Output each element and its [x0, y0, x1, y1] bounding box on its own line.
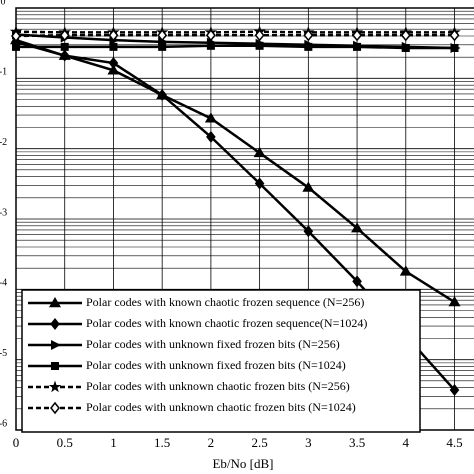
marker	[108, 29, 119, 42]
marker	[12, 42, 20, 51]
marker	[352, 29, 363, 42]
y-tick-label: -2	[0, 137, 7, 148]
marker	[401, 43, 410, 52]
x-tick-label: 1	[110, 435, 117, 450]
marker	[449, 29, 460, 42]
marker	[206, 130, 216, 143]
marker	[107, 64, 120, 75]
marker	[11, 29, 21, 43]
marker	[304, 42, 313, 51]
y-tick-label: -5	[0, 348, 7, 359]
x-tick-label: 2	[208, 435, 215, 450]
legend-label: Polar codes with unknown fixed frozen bi…	[86, 337, 340, 351]
marker	[51, 340, 61, 350]
x-tick-label: 0.5	[57, 435, 73, 450]
legend-label: Polar codes with unknown fixed frozen bi…	[86, 358, 346, 372]
marker	[50, 318, 60, 330]
marker	[303, 29, 314, 42]
marker	[50, 401, 60, 415]
legend: Polar codes with known chaotic frozen se…	[21, 289, 421, 433]
x-tick-label: 3.5	[349, 435, 365, 450]
series-line	[15, 33, 455, 38]
y-tick-label: -1	[0, 67, 7, 78]
legend-label: Polar codes with unknown chaotic frozen …	[86, 400, 356, 414]
marker	[400, 29, 411, 42]
marker	[108, 57, 119, 70]
marker	[109, 42, 118, 51]
marker	[158, 42, 167, 51]
y-tick-label: -4	[0, 278, 7, 289]
marker	[48, 380, 62, 393]
marker	[204, 112, 217, 123]
marker	[157, 88, 167, 101]
x-tick-label: 3	[305, 435, 312, 450]
x-tick-label: 4	[403, 435, 410, 450]
marker	[448, 296, 461, 307]
series-line	[15, 30, 455, 34]
marker	[205, 29, 216, 42]
x-tick-label: 1.5	[154, 435, 170, 450]
marker	[59, 29, 70, 42]
marker	[254, 29, 265, 42]
marker	[302, 181, 315, 192]
x-tick-label: 4.5	[446, 435, 462, 450]
y-tick-label: 0	[1, 0, 6, 7]
marker	[51, 362, 59, 370]
y-tick-label: -6	[0, 418, 7, 429]
legend-label: Polar codes with known chaotic frozen se…	[86, 316, 367, 330]
x-axis-label: Eb/No [dB]	[212, 456, 273, 471]
marker	[59, 49, 70, 62]
marker	[353, 42, 362, 51]
legend-box	[21, 289, 421, 433]
legend-label: Polar codes with known chaotic frozen se…	[86, 295, 364, 309]
marker	[49, 297, 61, 308]
marker	[352, 275, 362, 288]
x-tick-label: 0	[13, 435, 20, 450]
marker	[60, 42, 69, 51]
marker	[254, 177, 265, 190]
series-line	[16, 44, 455, 50]
marker	[255, 41, 264, 50]
marker	[399, 265, 412, 276]
marker	[449, 384, 460, 397]
marker	[303, 225, 314, 238]
x-tick-label: 2.5	[251, 435, 267, 450]
legend-label: Polar codes with unknown chaotic frozen …	[86, 379, 350, 393]
series-line	[15, 38, 456, 304]
y-tick-label: -3	[0, 207, 7, 218]
marker	[206, 41, 215, 50]
marker	[450, 43, 459, 52]
marker	[157, 29, 168, 42]
marker	[253, 146, 266, 158]
marker	[351, 222, 364, 233]
